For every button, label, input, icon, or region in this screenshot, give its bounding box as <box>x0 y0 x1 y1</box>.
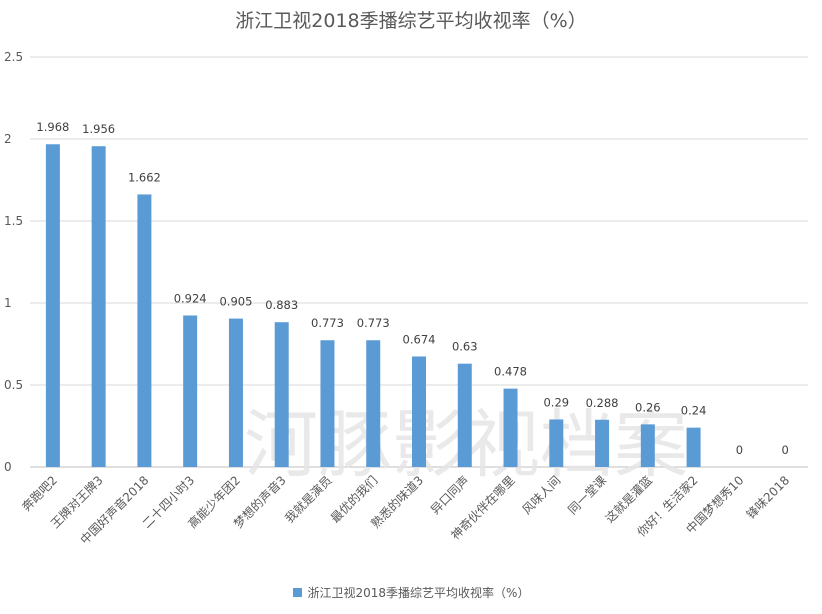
data-label: 0.24 <box>681 404 707 418</box>
y-tick-label: 1 <box>4 296 12 310</box>
data-label: 0 <box>781 443 788 457</box>
bar <box>503 388 518 467</box>
bar <box>640 424 655 467</box>
bar <box>686 427 701 467</box>
data-label: 1.662 <box>128 170 161 184</box>
y-tick-label: 0 <box>4 460 12 474</box>
data-label: 0.905 <box>219 295 252 309</box>
bar <box>228 318 243 467</box>
data-label: 0 <box>736 443 743 457</box>
data-label: 1.956 <box>82 122 115 136</box>
data-label: 0.883 <box>265 298 298 312</box>
bar <box>274 322 289 467</box>
data-label: 0.29 <box>543 395 569 409</box>
chart-title: 浙江卫视2018季播综艺平均收视率（%） <box>235 10 587 32</box>
bar <box>91 146 106 467</box>
bar <box>457 363 472 467</box>
bar <box>412 356 426 467</box>
data-label: 0.478 <box>494 365 527 379</box>
data-label: 0.773 <box>357 316 390 330</box>
y-tick-label: 2 <box>4 132 12 146</box>
data-label: 0.924 <box>174 291 207 305</box>
bar <box>320 340 335 467</box>
data-label: 1.968 <box>36 120 69 134</box>
category-label: 奔跑吧2 <box>19 473 60 514</box>
y-tick-label: 0.5 <box>4 378 23 392</box>
category-label: 锋味2018 <box>744 473 792 521</box>
legend: 浙江卫视2018季播综艺平均收视率（%） <box>0 584 822 601</box>
bar <box>183 315 198 467</box>
legend-label: 浙江卫视2018季播综艺平均收视率（%） <box>307 586 530 600</box>
bar <box>366 340 381 467</box>
data-label: 0.26 <box>635 400 661 414</box>
y-tick-label: 2.5 <box>4 50 23 64</box>
y-tick-label: 1.5 <box>4 214 23 228</box>
bar <box>549 419 564 467</box>
bar <box>595 419 610 467</box>
data-label: 0.63 <box>452 340 478 354</box>
data-label: 0.674 <box>403 332 436 346</box>
data-label: 0.773 <box>311 316 344 330</box>
bar <box>45 144 60 468</box>
data-label: 0.288 <box>586 396 619 410</box>
legend-swatch <box>292 588 302 597</box>
bar <box>137 194 152 467</box>
